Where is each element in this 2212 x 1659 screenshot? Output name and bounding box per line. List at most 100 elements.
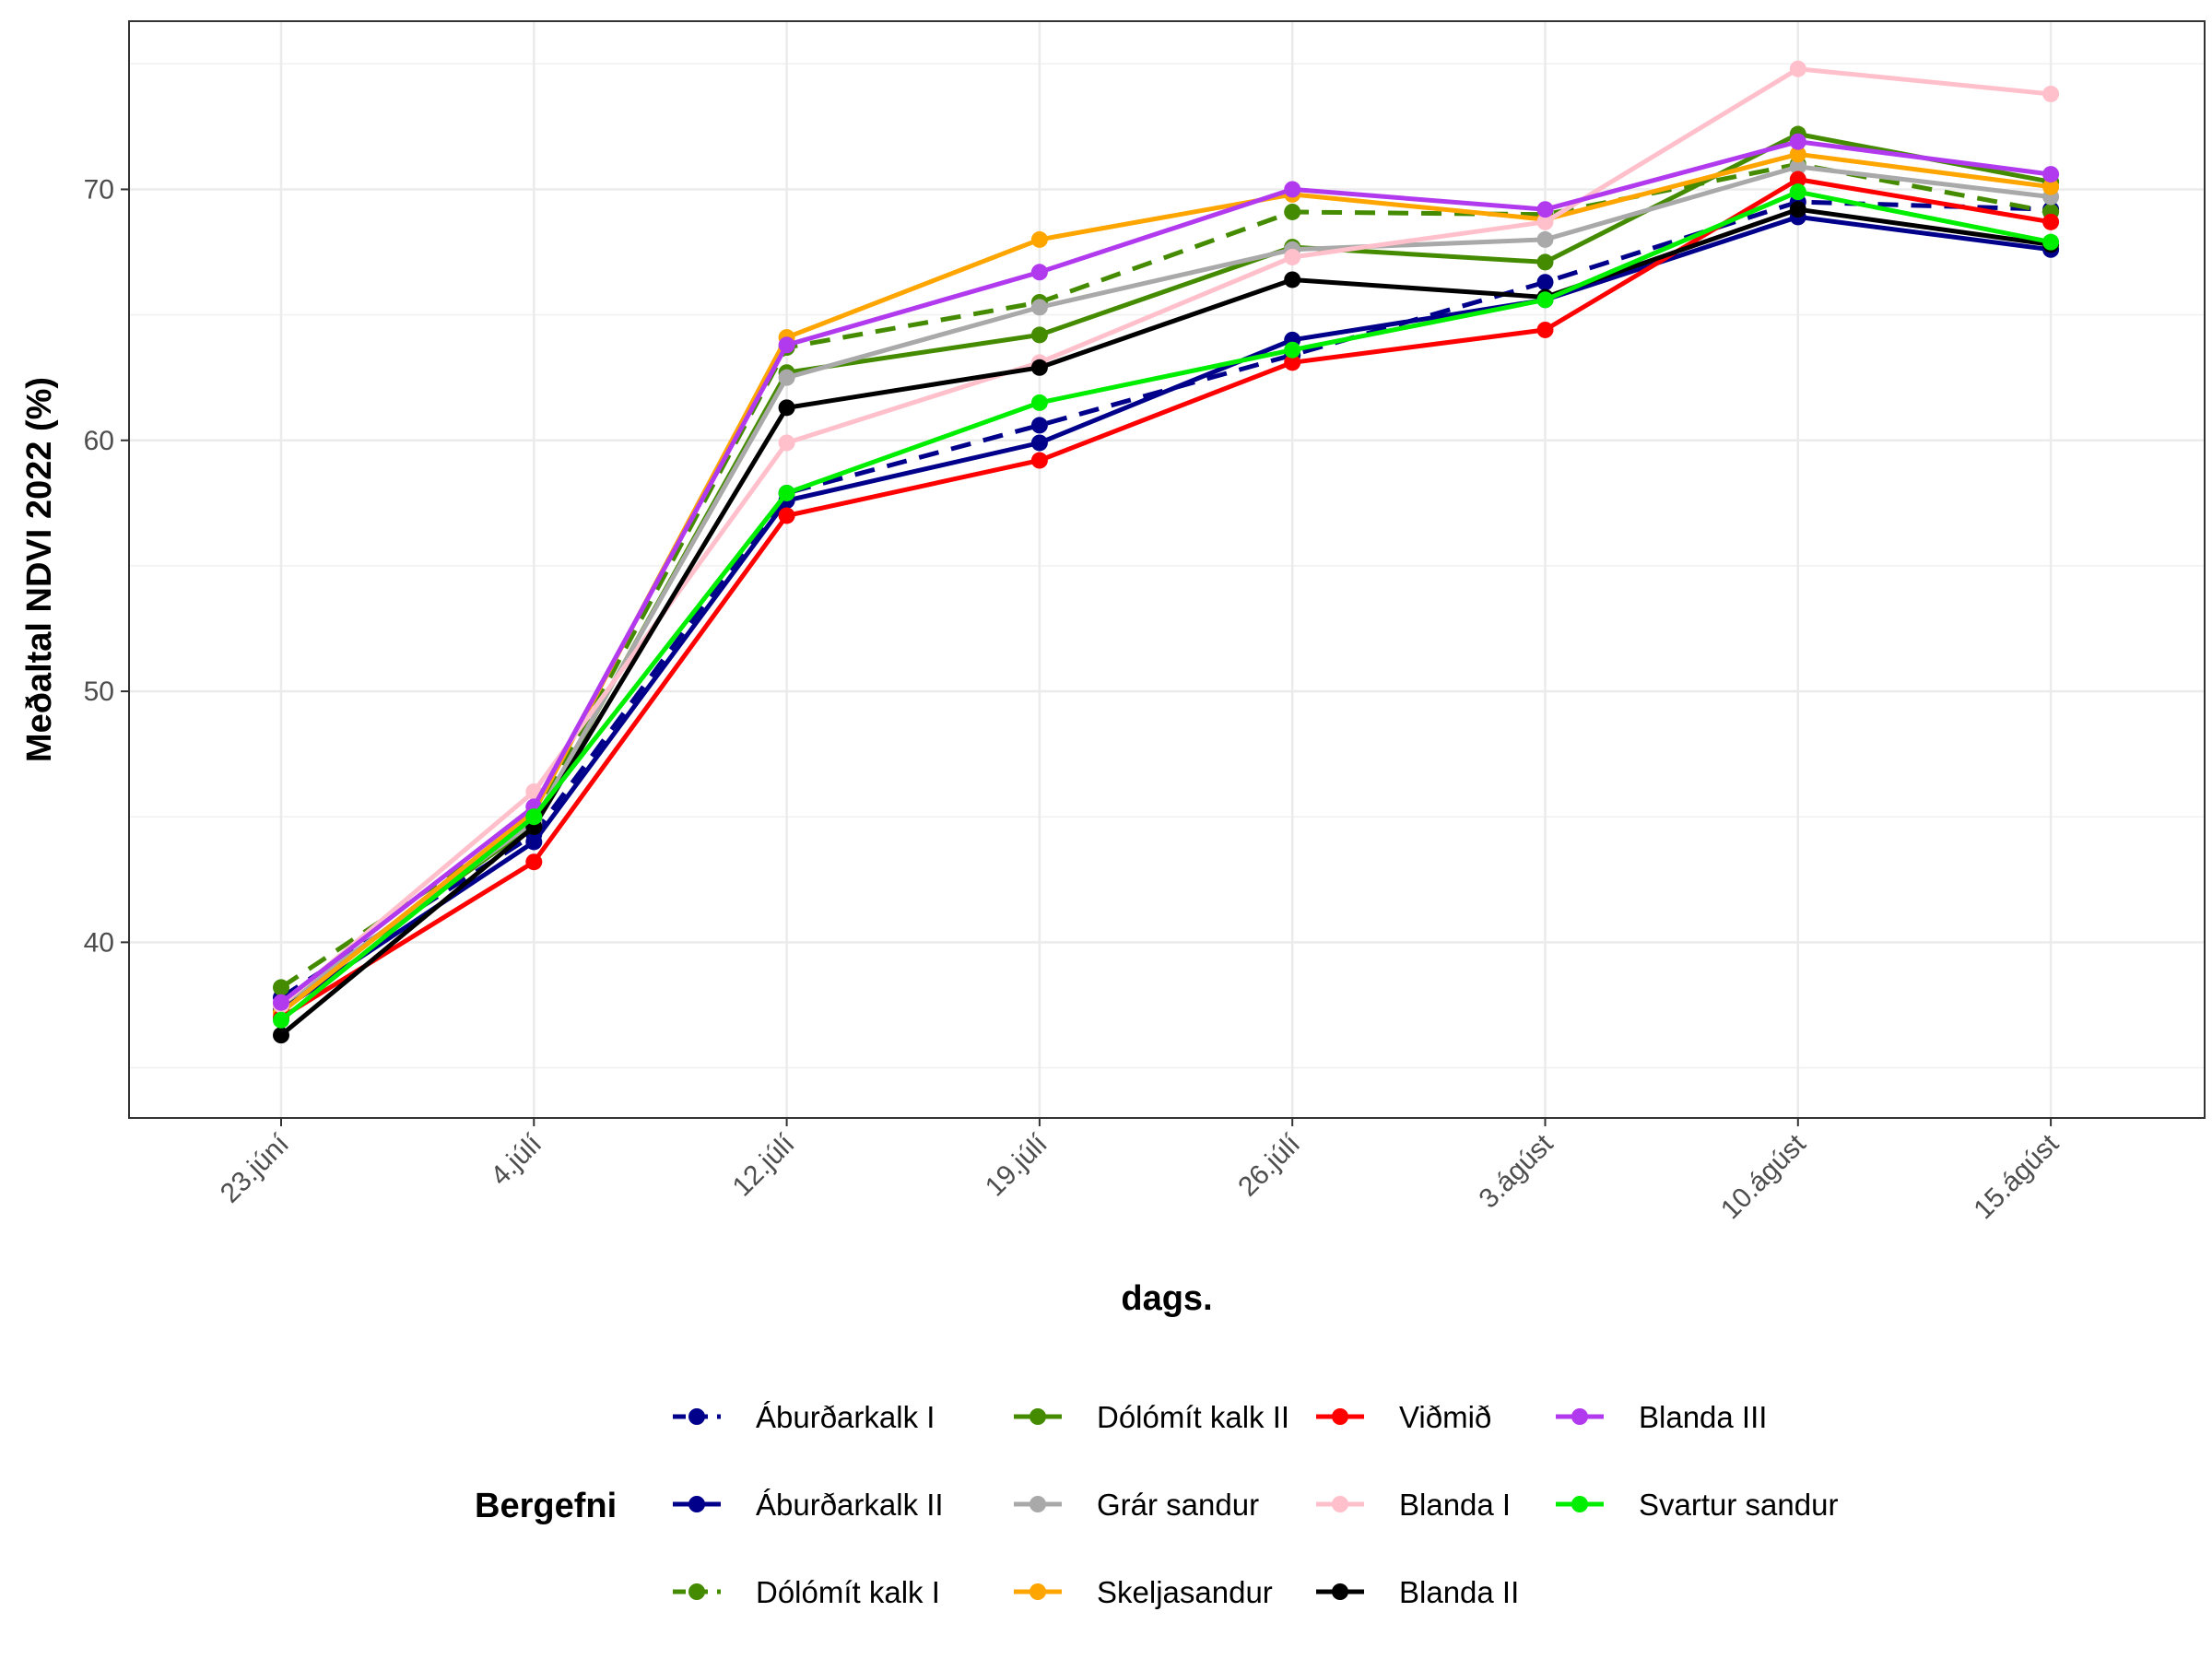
legend-label: Blanda I bbox=[1399, 1488, 1511, 1522]
legend-item: Svartur sandur bbox=[1556, 1488, 1838, 1522]
legend-label: Áburðarkalk II bbox=[756, 1488, 944, 1522]
data-point bbox=[778, 369, 795, 386]
data-point bbox=[1030, 434, 1048, 452]
data-point bbox=[1536, 253, 1554, 271]
legend-label: Blanda III bbox=[1639, 1400, 1767, 1434]
data-point bbox=[1789, 171, 1806, 188]
data-point bbox=[778, 399, 795, 417]
legend-label: Dólómít kalk II bbox=[1097, 1400, 1289, 1434]
data-point bbox=[2042, 178, 2060, 195]
legend-key-point bbox=[688, 1496, 705, 1512]
series-layer bbox=[273, 60, 2060, 1044]
legend-item: Blanda II bbox=[1316, 1575, 1519, 1609]
data-point bbox=[525, 853, 543, 871]
data-point bbox=[1789, 146, 1806, 163]
y-axis-title: Meðaltal NDVI 2022 (%) bbox=[20, 377, 59, 762]
data-point bbox=[1789, 60, 1806, 77]
data-point bbox=[273, 1027, 289, 1044]
series-line bbox=[279, 189, 2052, 1022]
legend-key-point bbox=[1571, 1496, 1588, 1512]
x-tick-label: 3.ágúst bbox=[1474, 1128, 1559, 1214]
series-group bbox=[273, 133, 2060, 1011]
legend-item: Skeljasandur bbox=[1014, 1575, 1273, 1609]
data-point bbox=[1789, 158, 1806, 175]
y-tick-label: 70 bbox=[84, 174, 114, 205]
data-point bbox=[1284, 341, 1301, 359]
legend-item: Blanda I bbox=[1316, 1488, 1511, 1522]
legend-label: Svartur sandur bbox=[1639, 1488, 1838, 1522]
legend-item: Dólómít kalk I bbox=[673, 1575, 940, 1609]
data-point bbox=[778, 336, 795, 354]
grid-layer bbox=[129, 21, 2205, 1118]
legend-key-point bbox=[1030, 1408, 1046, 1425]
legend-key-point bbox=[688, 1583, 705, 1600]
x-tick-label: 12.júlí bbox=[727, 1128, 801, 1202]
x-tick-label: 15.ágúst bbox=[1968, 1128, 2065, 1225]
legend-label: Viðmið bbox=[1399, 1400, 1491, 1434]
legend-key-point bbox=[1332, 1408, 1348, 1425]
series-line bbox=[279, 139, 2052, 1005]
legend-key-point bbox=[1030, 1583, 1046, 1600]
legend-item: Viðmið bbox=[1316, 1400, 1491, 1434]
data-point bbox=[1536, 213, 1554, 230]
data-point bbox=[273, 1011, 289, 1029]
data-point bbox=[2042, 166, 2060, 183]
data-point bbox=[525, 808, 543, 826]
x-tick-label: 23.júní bbox=[215, 1128, 295, 1208]
legend-key-point bbox=[1332, 1583, 1348, 1600]
panel-background bbox=[129, 21, 2205, 1118]
legend-label: Dólómít kalk I bbox=[756, 1575, 940, 1609]
y-tick-label: 50 bbox=[84, 677, 114, 707]
data-point bbox=[1284, 271, 1301, 288]
y-tick-label: 40 bbox=[84, 927, 114, 958]
data-point bbox=[1030, 394, 1048, 411]
legend-label: Grár sandur bbox=[1097, 1488, 1259, 1522]
data-point bbox=[1030, 299, 1048, 316]
data-point bbox=[1789, 201, 1806, 218]
legend: Bergefni Áburðarkalk I Áburðarkalk II Dóló… bbox=[475, 1400, 1838, 1609]
data-point bbox=[1536, 291, 1554, 309]
data-point bbox=[2042, 233, 2060, 251]
data-point bbox=[1536, 230, 1554, 248]
x-tick-label: 10.ágúst bbox=[1715, 1128, 1812, 1225]
legend-item: Áburðarkalk I bbox=[673, 1400, 935, 1434]
data-point bbox=[1536, 274, 1554, 291]
data-point bbox=[1789, 183, 1806, 201]
x-tick-label: 26.júlí bbox=[1232, 1128, 1306, 1202]
series-line bbox=[279, 177, 2052, 1020]
data-point bbox=[1030, 417, 1048, 434]
data-point bbox=[1030, 326, 1048, 344]
data-point bbox=[2042, 213, 2060, 230]
data-point bbox=[1284, 181, 1301, 198]
data-point bbox=[1284, 354, 1301, 371]
legend-key-point bbox=[688, 1408, 705, 1425]
legend-title: Bergefni bbox=[475, 1487, 617, 1525]
data-point bbox=[778, 434, 795, 452]
series-line bbox=[279, 161, 2052, 990]
legend-key-point bbox=[1571, 1408, 1588, 1425]
legend-item: Grár sandur bbox=[1014, 1488, 1259, 1522]
series-line bbox=[279, 206, 2052, 1038]
legend-item: Dólómít kalk II bbox=[1014, 1400, 1289, 1434]
data-point bbox=[2042, 85, 2060, 102]
data-point bbox=[273, 979, 289, 996]
data-point bbox=[1284, 248, 1301, 265]
x-axis-title: dags. bbox=[1121, 1279, 1212, 1318]
legend-item: Blanda III bbox=[1556, 1400, 1767, 1434]
legend-label: Skeljasandur bbox=[1097, 1575, 1273, 1609]
series-line bbox=[279, 214, 2052, 1012]
x-tick-label: 19.júlí bbox=[980, 1128, 1053, 1202]
data-point bbox=[1030, 452, 1048, 469]
data-point bbox=[1030, 230, 1048, 248]
data-point bbox=[778, 484, 795, 501]
series-group bbox=[273, 183, 2060, 1029]
data-point bbox=[1789, 133, 1806, 150]
legend-label: Áburðarkalk I bbox=[756, 1400, 935, 1434]
data-point bbox=[1536, 201, 1554, 218]
y-tick-label: 60 bbox=[84, 426, 114, 456]
legend-key-point bbox=[1030, 1496, 1046, 1512]
data-point bbox=[1030, 264, 1048, 281]
data-point bbox=[1030, 359, 1048, 376]
